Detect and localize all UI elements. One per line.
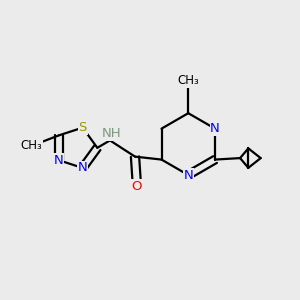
- Text: CH₃: CH₃: [21, 139, 43, 152]
- Text: S: S: [79, 121, 87, 134]
- Text: N: N: [183, 169, 193, 182]
- Text: O: O: [131, 180, 142, 193]
- Text: NH: NH: [102, 128, 121, 140]
- Text: CH₃: CH₃: [177, 74, 199, 87]
- Text: N: N: [54, 154, 64, 167]
- Text: N: N: [78, 161, 88, 175]
- Text: N: N: [210, 122, 220, 135]
